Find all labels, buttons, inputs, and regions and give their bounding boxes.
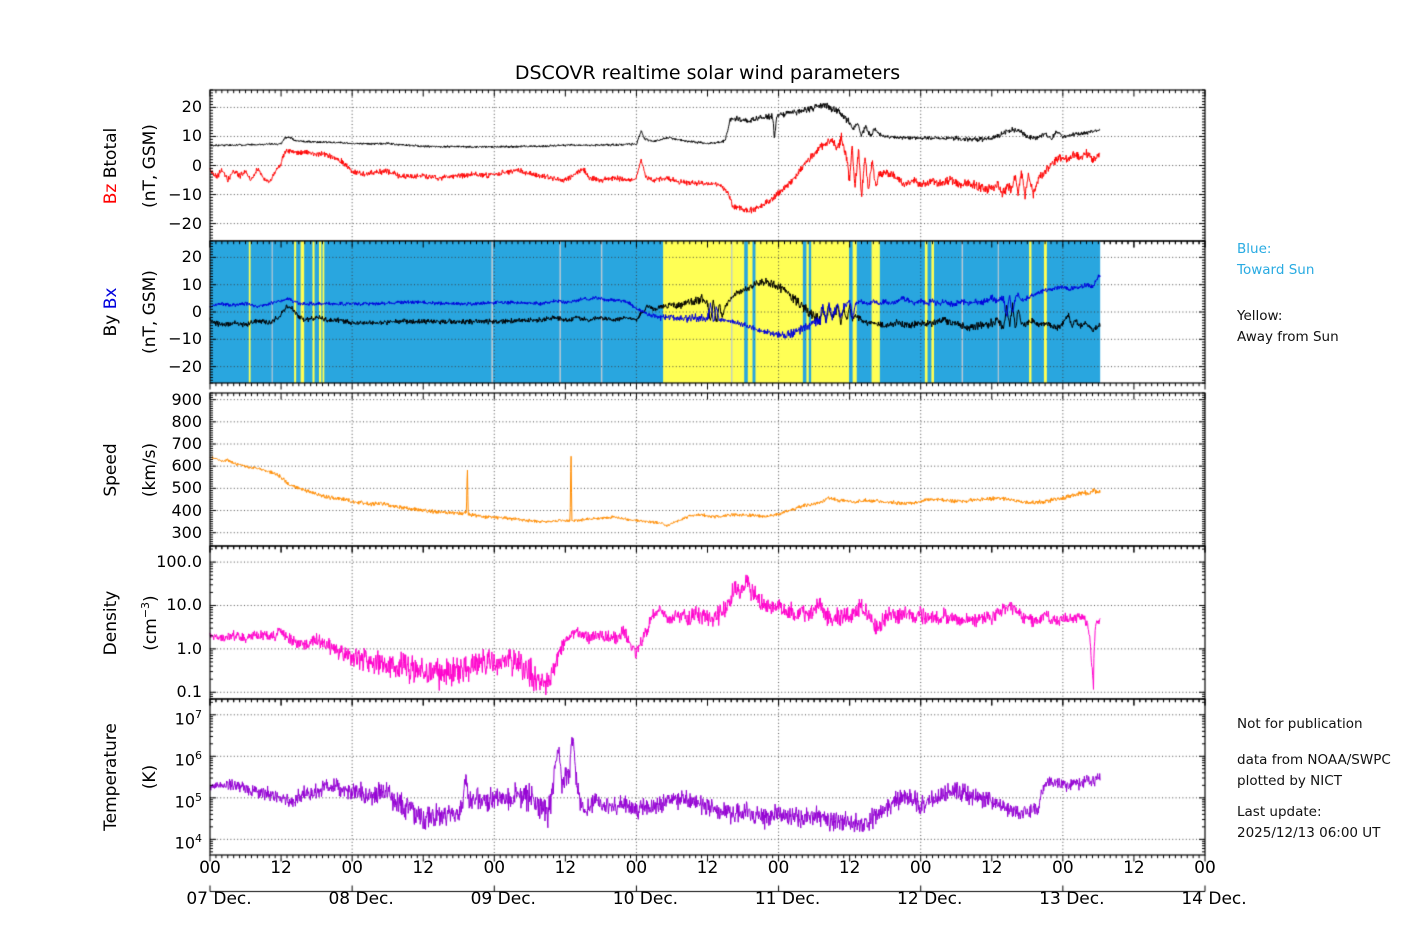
y-tick-label-speed: 700 (171, 434, 202, 453)
chart-title: DSCOVR realtime solar wind parameters (514, 62, 901, 84)
legend-note-yellow-line1: Yellow: (1237, 308, 1283, 324)
x-hour-label: 00 (483, 858, 506, 878)
y-tick-label-temperature: 106 (174, 749, 202, 770)
note-publication: Not for publication (1237, 714, 1363, 735)
y-axis-label-density: Density (101, 590, 121, 655)
x-hour-label: 00 (199, 858, 221, 878)
x-hour-label: 12 (838, 858, 861, 878)
x-hour-label: 00 (625, 858, 648, 878)
y-tick-label-speed: 600 (171, 456, 202, 476)
x-day-label: 10 Dec. (612, 889, 679, 909)
note-credit: data from NOAA/SWPC plotted by NICT (1237, 750, 1391, 792)
y-axis-unit-density: (cm−3) (139, 594, 161, 651)
x-hour-label: 12 (270, 858, 292, 878)
y-tick-label-speed: 900 (171, 389, 202, 409)
note-publication-text: Not for publication (1237, 716, 1363, 732)
y-tick-label-byx: −20 (168, 356, 202, 376)
y-tick-label-byx: 0 (191, 302, 202, 321)
y-tick-label-speed: 300 (171, 522, 202, 542)
x-hour-label: 00 (341, 858, 363, 878)
y-axis-unit-speed: (km/s) (140, 442, 160, 497)
y-tick-label-speed: 500 (171, 478, 202, 498)
x-day-label: 13 Dec. (1039, 889, 1105, 909)
y-tick-label-density: 100.0 (156, 552, 202, 572)
y-axis-unit-temperature: (K) (140, 764, 160, 790)
x-day-label: 11 Dec. (754, 889, 821, 909)
y-tick-label-density: 1.0 (176, 638, 202, 658)
y-tick-label-temperature: 105 (174, 790, 202, 812)
y-axis-unit-byx: (nT, GSM) (140, 270, 160, 354)
legend-note-yellow-line2: Away from Sun (1237, 329, 1339, 345)
y-tick-label-temperature: 104 (174, 832, 202, 853)
x-day-label: 08 Dec. (328, 889, 394, 909)
x-hour-label: 00 (767, 858, 790, 878)
y-tick-label-bfield: −20 (168, 213, 202, 233)
x-hour-label: 00 (1194, 858, 1216, 878)
y-axis-label-temperature: Temperature (101, 723, 121, 831)
x-day-label: 09 Dec. (470, 889, 536, 909)
x-day-label: 14 Dec. (1181, 889, 1247, 909)
y-tick-label-bfield: 20 (181, 97, 202, 117)
y-tick-label-byx: 20 (181, 247, 202, 267)
note-credit-line2: plotted by NICT (1237, 773, 1342, 789)
note-last-update-line1: Last update: (1237, 804, 1322, 820)
note-credit-line1: data from NOAA/SWPC (1237, 752, 1391, 768)
y-tick-label-bfield: 0 (191, 155, 202, 175)
x-hour-label: 12 (1123, 858, 1145, 878)
x-day-label: 12 Dec. (897, 889, 963, 909)
y-tick-label-speed: 400 (171, 500, 202, 520)
x-hour-label: 00 (909, 858, 932, 878)
x-hour-label: 00 (1052, 858, 1074, 878)
y-tick-label-bfield: −10 (168, 184, 202, 204)
y-tick-label-density: 0.1 (176, 682, 202, 702)
x-hour-label: 12 (696, 858, 719, 878)
y-tick-label-temperature: 107 (174, 707, 202, 729)
y-tick-label-bfield: 10 (181, 126, 202, 146)
y-axis-label-byx: By Bx (101, 287, 121, 337)
y-tick-label-density: 10.0 (166, 595, 202, 615)
legend-note-blue-line2: Toward Sun (1237, 262, 1315, 278)
y-tick-label-byx: 10 (181, 274, 202, 294)
x-hour-label: 12 (554, 858, 577, 878)
note-last-update-line2: 2025/12/13 06:00 UT (1237, 825, 1381, 841)
x-day-label: 07 Dec. (186, 889, 252, 909)
y-axis-unit-bfield: (nT, GSM) (140, 123, 160, 208)
x-hour-label: 12 (980, 858, 1003, 878)
y-tick-label-speed: 800 (171, 411, 202, 431)
note-last-update: Last update: 2025/12/13 06:00 UT (1237, 802, 1380, 844)
legend-note-blue: Blue: Toward Sun (1237, 239, 1314, 281)
legend-note-blue-line1: Blue: (1237, 241, 1272, 257)
y-axis-label-bfield: Bz Btotal (101, 127, 121, 204)
legend-note-yellow: Yellow: Away from Sun (1237, 306, 1339, 348)
y-tick-label-byx: −10 (168, 329, 202, 349)
x-hour-label: 12 (412, 858, 435, 878)
y-axis-label-speed: Speed (101, 442, 121, 497)
